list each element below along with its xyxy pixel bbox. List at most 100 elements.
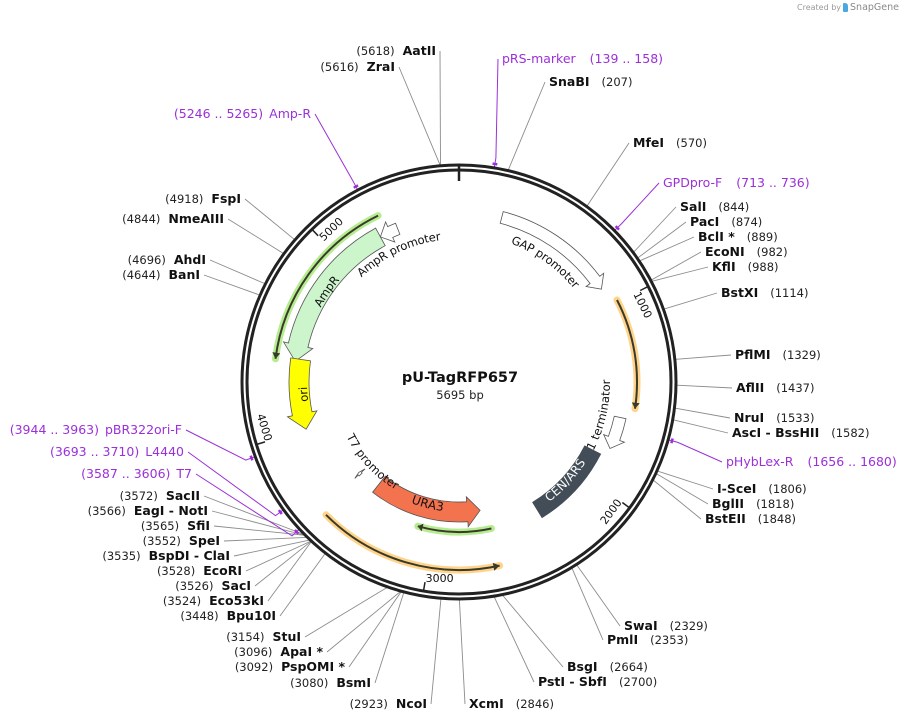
primer-t7[interactable]: (3587 .. 3606) T7: [81, 467, 192, 481]
site-aflii[interactable]: AflII (1437): [736, 381, 815, 396]
primer-name: L4440: [145, 444, 184, 459]
site-name: NcoI: [395, 696, 427, 711]
primer-position: (1656 .. 1680): [807, 454, 897, 469]
site-position: (988): [747, 260, 779, 274]
site-xcmi[interactable]: XcmI (2846): [469, 696, 554, 712]
primer-pbr322ori-f[interactable]: (3944 .. 3963) pBR322ori-F: [10, 423, 182, 437]
site-zrai[interactable]: (5616) ZraI: [320, 59, 395, 75]
gap-promoter-arrow[interactable]: [499, 211, 605, 290]
site-leader-bspdi-clai: [233, 539, 310, 557]
cen-ars-arrow[interactable]: [532, 445, 602, 519]
site-psti-sbfi[interactable]: PstI - SbfI (2700): [538, 675, 657, 690]
site-econi[interactable]: EcoNI (982): [705, 245, 788, 260]
site-bsteii[interactable]: BstEII (1848): [705, 512, 796, 527]
site-name: ZraI: [366, 59, 395, 74]
site-stui[interactable]: (3154) StuI: [226, 630, 301, 645]
feature-cen-ars[interactable]: CEN/ARS: [506, 418, 602, 520]
site-pspomi[interactable]: (3092) PspOMI *: [234, 659, 345, 675]
site-eco53ki[interactable]: (3524) Eco53kI: [162, 594, 264, 609]
site-position: (2664): [609, 660, 648, 674]
site-leader-kfli: [652, 266, 709, 282]
ampr-promoter-arrow[interactable]: [379, 220, 401, 243]
primer-mark-amp-r: [353, 184, 359, 189]
site-fspi[interactable]: (4918) FspI: [165, 192, 241, 207]
primer-position: (713 .. 736): [736, 175, 810, 190]
site-name: AscI - BssHII: [732, 425, 820, 440]
site-position: (4918): [165, 192, 204, 206]
ura3-arrow[interactable]: [372, 475, 481, 528]
site-mfei[interactable]: MfeI (570): [633, 136, 707, 151]
feature-t7-promoter[interactable]: T7 promoter: [344, 418, 414, 494]
primer-leader-pbr322ori-f: [185, 429, 255, 461]
tagrfp657-orf-halo: [613, 296, 641, 413]
site-sali[interactable]: SalI (844): [680, 200, 750, 215]
site-bsmi[interactable]: (3080) BsmI: [290, 676, 371, 691]
primer-name: Amp-R: [269, 106, 311, 121]
primer-l4440[interactable]: (3693 .. 3710) L4440: [50, 445, 184, 459]
site-name: XcmI: [469, 696, 504, 711]
site-leader-stui: [304, 587, 387, 638]
adh1-terminator-arrow[interactable]: [602, 415, 627, 450]
tick-1000: [639, 285, 649, 292]
site-name: PspOMI *: [281, 659, 345, 674]
site-bglii[interactable]: BglII (1818): [712, 497, 794, 512]
site-ahdi[interactable]: (4696) AhdI: [128, 253, 206, 268]
site-pmli[interactable]: PmlI (2353): [607, 632, 688, 648]
primer-position: (3587 .. 3606): [81, 466, 171, 481]
site-bstxi[interactable]: BstXI (1114): [721, 286, 808, 301]
site-apai[interactable]: (3096) ApaI *: [234, 645, 323, 660]
site-asci-bsshii[interactable]: AscI - BssHII (1582): [732, 425, 870, 441]
site-paci[interactable]: PacI (874): [690, 215, 762, 230]
snapgene-logo-icon: [843, 3, 849, 12]
t7-promoter-arrow[interactable]: [354, 468, 366, 479]
site-nrui[interactable]: NruI (1533): [734, 411, 814, 426]
site-leader-zrai: [398, 66, 441, 165]
primer-phyblex-r[interactable]: pHybLex-R (1656 .. 1680): [726, 455, 897, 469]
site-name: NmeAIII: [168, 211, 224, 226]
primer-prs-marker[interactable]: pRS-marker (139 .. 158): [502, 52, 663, 66]
site-name: SacI: [221, 578, 252, 593]
site-ncoi[interactable]: (2923) NcoI: [350, 696, 427, 712]
ampr-orf-arrowhead: [272, 352, 281, 359]
site-sfii[interactable]: (3565) SfiI: [141, 519, 210, 534]
site-kfli[interactable]: KflI (988): [712, 260, 779, 275]
site-name: I-SceI: [717, 481, 757, 496]
site-bspdi-clai[interactable]: (3535) BspDI - ClaI: [102, 549, 230, 564]
t7-promoter-label: T7 promoter: [344, 430, 402, 492]
site-position: (1329): [782, 348, 821, 362]
site-aatii[interactable]: (5618) AatII: [356, 44, 436, 59]
feature-gap-promoter[interactable]: GAP promoter: [464, 211, 605, 329]
plasmid-name: pU-TagRFP657: [401, 370, 519, 386]
site-ecori[interactable]: (3528) EcoRI: [157, 564, 242, 579]
site-leader-ecori: [245, 540, 311, 572]
site-name: SpeI: [188, 533, 220, 548]
site-i-scei[interactable]: I-SceI (1806): [717, 481, 807, 497]
site-swai[interactable]: SwaI (2329): [624, 619, 708, 634]
site-bani[interactable]: (4644) BanI: [122, 268, 200, 283]
site-eagi-noti[interactable]: (3566) EagI - NotI: [88, 504, 208, 519]
site-position: (3092): [234, 660, 274, 674]
site-leader-saci: [254, 541, 311, 587]
site-bpu10i[interactable]: (3448) Bpu10I: [180, 609, 276, 624]
site-saci[interactable]: (3526) SacI: [175, 578, 252, 594]
site-snabi[interactable]: SnaBI (207): [549, 75, 632, 90]
site-bcli[interactable]: BclI * (889): [698, 230, 778, 245]
feature-ori[interactable]: ori: [286, 327, 324, 460]
site-position: (844): [718, 200, 750, 214]
tick-4000: [256, 441, 266, 446]
site-position: (1806): [768, 482, 807, 496]
primer-amp-r[interactable]: (5246 .. 5265) Amp-R: [174, 107, 311, 121]
site-position: (3524): [162, 594, 202, 608]
ampr-arrow[interactable]: [282, 227, 386, 362]
site-spei[interactable]: (3552) SpeI: [143, 533, 220, 549]
site-name: PmlI: [607, 632, 639, 647]
site-nmeaiii[interactable]: (4844) NmeAIII: [122, 211, 224, 227]
primer-gpdpro-f[interactable]: GPDpro-F (713 .. 736): [663, 176, 810, 190]
primer-leader-gpdpro-f: [614, 182, 660, 231]
site-pflmi[interactable]: PflMI (1329): [735, 348, 821, 363]
site-leader-ncoi: [430, 599, 442, 705]
site-sacii[interactable]: (3572) SacII: [120, 489, 200, 504]
site-bsgi[interactable]: BsgI (2664): [567, 660, 648, 675]
ori-arrow[interactable]: [286, 357, 318, 430]
ura3-orf-orange-halo: [322, 511, 504, 574]
